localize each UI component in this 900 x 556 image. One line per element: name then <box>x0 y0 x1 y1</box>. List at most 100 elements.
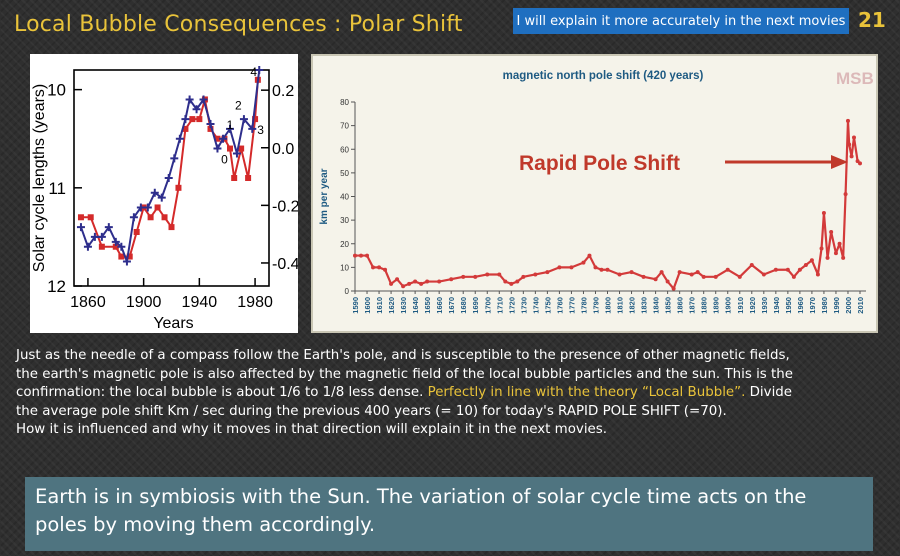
x-tick-label: 1670 <box>447 297 456 314</box>
data-point <box>677 270 682 275</box>
x-tick-label: 1590 <box>351 297 360 314</box>
data-point <box>231 175 238 181</box>
x-tick-label: 1850 <box>664 297 673 314</box>
data-point <box>809 258 814 263</box>
x-tick-label: 1960 <box>796 297 805 314</box>
point-annotation: 2 <box>235 98 242 112</box>
x-tick-label: 1720 <box>507 297 516 314</box>
data-point <box>189 116 196 123</box>
data-point <box>665 279 670 284</box>
explanation-paragraph: Just as the needle of a compass follow t… <box>16 347 884 440</box>
data-point <box>829 229 834 234</box>
data-point <box>785 267 790 272</box>
data-point <box>689 272 694 277</box>
x-tick-label: 1770 <box>567 297 576 314</box>
data-point <box>485 272 490 277</box>
data-point <box>133 229 140 235</box>
data-point <box>413 279 418 284</box>
paragraph-line: the average pole shift Km / sec during t… <box>16 403 727 419</box>
data-point <box>587 253 592 258</box>
data-point <box>845 118 850 123</box>
data-point <box>90 232 99 241</box>
data-point <box>219 134 228 143</box>
data-point <box>653 277 658 282</box>
data-point <box>557 265 562 270</box>
data-point <box>843 192 848 197</box>
chart-title: magnetic north pole shift (420 years) <box>503 70 704 82</box>
data-point <box>847 142 852 147</box>
data-point <box>671 286 676 291</box>
x-tick-label: 1820 <box>628 297 637 314</box>
data-point <box>175 134 184 143</box>
x-tick-label: 2010 <box>856 297 865 314</box>
point-annotation: 3 <box>257 123 264 137</box>
data-point <box>168 224 175 231</box>
pole-shift-chart-panel: magnetic north pole shift (420 years) MSB… <box>311 54 878 333</box>
y-tick-label: 12 <box>47 277 66 296</box>
data-point <box>425 279 430 284</box>
data-point <box>239 115 248 124</box>
data-point <box>545 270 550 275</box>
data-point <box>170 154 179 163</box>
x-tick-label: 1940 <box>772 297 781 314</box>
data-point <box>157 193 166 202</box>
pole-shift-chart: magnetic north pole shift (420 years) MSB… <box>319 69 874 314</box>
data-point <box>599 267 604 272</box>
data-point <box>181 115 190 124</box>
y-tick-label: 50 <box>340 169 349 178</box>
data-point <box>112 243 119 250</box>
y2-tick-label: -0.2 <box>272 198 298 215</box>
solar-cycle-chart-panel: 10 11 12 0.2 0.0 -0.2 -0.4 1860 1900 1940 1980 Year… <box>30 54 300 333</box>
data-point <box>182 125 189 132</box>
data-point <box>773 267 778 272</box>
x-tick-label: 1970 <box>808 297 817 314</box>
x-tick-label: 1990 <box>832 297 841 314</box>
data-point <box>461 274 466 279</box>
point-annotation: 4 <box>250 65 257 79</box>
data-point <box>833 251 838 256</box>
y-tick-label: 0 <box>345 287 350 296</box>
data-point <box>76 223 85 232</box>
x-tick-label: 1810 <box>616 297 625 314</box>
x-tick-label: 1750 <box>543 297 552 314</box>
x-tick-label: 1610 <box>375 297 384 314</box>
data-point <box>161 214 168 221</box>
data-point <box>77 214 84 221</box>
data-point <box>122 257 131 266</box>
pole-shift-line <box>355 119 861 290</box>
y-tick-label: 70 <box>340 122 349 131</box>
x-tick-label: 1600 <box>363 297 372 314</box>
point-annotation: 1 <box>227 118 234 132</box>
x-tick-label: 1870 <box>688 297 697 314</box>
x-tick-label: 1930 <box>760 297 769 314</box>
x-tick-label: 1900 <box>724 297 733 314</box>
data-point <box>437 279 442 284</box>
x-tick-label: 1880 <box>700 297 709 314</box>
y-tick-label: 11 <box>48 179 66 198</box>
data-point <box>701 274 706 279</box>
data-point <box>569 265 574 270</box>
data-point <box>365 253 370 258</box>
data-point <box>815 272 820 277</box>
y-axis-label: km per year <box>319 168 330 224</box>
conclusion-callout: Earth is in symbiosis with the Sun. The … <box>25 477 873 551</box>
data-point <box>227 145 233 152</box>
data-point <box>515 279 520 284</box>
data-point <box>713 274 718 279</box>
data-point <box>98 243 105 250</box>
y-axis-label: Solar cycle lengths (years) <box>31 84 48 273</box>
data-point <box>164 174 173 182</box>
data-point <box>353 253 357 258</box>
data-point <box>497 272 502 277</box>
y-tick-label: 60 <box>340 145 349 154</box>
plot-frame <box>73 69 270 287</box>
y2-tick-label: 0.2 <box>272 83 294 100</box>
x-tick-label: 1730 <box>519 297 528 314</box>
data-point <box>401 284 406 289</box>
data-point <box>791 274 796 279</box>
data-point <box>245 175 252 181</box>
data-point <box>803 263 808 268</box>
highlighted-text: Perfectly in line with the theory “Local… <box>427 385 746 400</box>
data-point <box>837 241 842 246</box>
